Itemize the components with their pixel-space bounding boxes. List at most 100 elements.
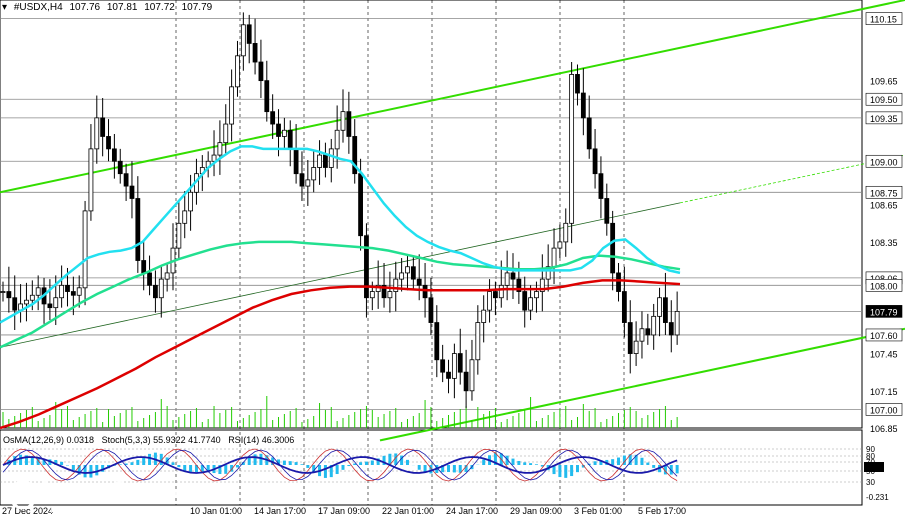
candle-body	[164, 272, 170, 280]
ma-slow-line	[0, 279, 681, 430]
candle-body	[323, 154, 328, 168]
candle-body	[645, 328, 651, 336]
candle-body	[405, 266, 410, 274]
candle-body	[270, 111, 276, 125]
candle-body	[217, 142, 223, 156]
time-tick-label: 17 Jan 09:00	[318, 506, 370, 516]
candle-body	[528, 297, 533, 311]
candle-body	[82, 210, 88, 289]
candle-body	[65, 284, 70, 292]
candle-body	[522, 291, 528, 311]
price-tag-box	[865, 279, 903, 292]
price-tick-label: 109.65	[870, 77, 898, 87]
candle-body	[428, 297, 434, 323]
candle-body	[539, 278, 545, 292]
price-tag-box	[865, 111, 903, 125]
candle-body	[663, 297, 668, 323]
candle-body	[287, 129, 293, 150]
candle-body	[410, 266, 416, 280]
candle-body	[627, 322, 633, 354]
channel-top-line	[0, 0, 905, 194]
candle-body	[610, 222, 616, 274]
candle-body	[106, 136, 111, 150]
candle-body	[440, 359, 446, 373]
price-plot-frame	[0, 0, 863, 429]
candle-body	[451, 353, 457, 379]
candle-body	[88, 148, 94, 212]
candle-body	[299, 173, 305, 187]
candle-body	[117, 160, 123, 175]
candle-body	[188, 191, 193, 212]
time-tick-label: 22 Jan 01:00	[382, 506, 434, 516]
candle-body	[176, 222, 182, 249]
price-tick-label: 106.85	[870, 424, 898, 434]
indicator-tick-label: 80	[866, 452, 875, 461]
candle-body	[475, 322, 481, 361]
candle-body	[487, 291, 492, 311]
time-tick-label: 14 Jan 17:00	[254, 506, 306, 516]
candle-body	[328, 148, 334, 168]
candle-body	[281, 129, 287, 137]
candle-body	[135, 198, 141, 261]
time-tick-label: 27 Dec 2024	[2, 506, 53, 516]
candle-body	[616, 272, 621, 292]
ma-mid-line	[0, 240, 681, 349]
price-tag-box	[865, 185, 903, 199]
candle-body	[580, 92, 586, 119]
candle-body	[211, 154, 217, 162]
price-tick-label: 107.60	[870, 331, 898, 341]
candle-body	[258, 61, 264, 82]
indicator-header: OsMA(12,26,9) 0.0318 Stoch(5,3,3) 55.932…	[3, 435, 299, 445]
symbol-label: #USDX,H4	[13, 2, 63, 13]
candle-body	[557, 241, 563, 249]
candle-body	[12, 297, 18, 311]
price-tick-label: 109.35	[870, 114, 898, 124]
candle-body	[352, 136, 358, 175]
candle-body	[668, 322, 674, 336]
candle-body	[76, 287, 82, 296]
candle-body	[657, 297, 662, 317]
price-tick-label: 108.06	[870, 274, 898, 284]
candle-body	[493, 291, 498, 299]
candle-body	[446, 371, 451, 379]
candle-body	[364, 235, 369, 299]
candle-body	[147, 272, 152, 286]
price-tick-label: 107.15	[870, 387, 898, 397]
price-tag-box	[865, 403, 903, 416]
instaforex-logo-icon	[8, 480, 38, 510]
candle-body	[387, 291, 393, 299]
candle-body	[24, 299, 29, 305]
logo-text: instaforex	[40, 478, 185, 508]
price-tick-label: 107.45	[870, 350, 898, 360]
candle-body	[598, 173, 604, 199]
price-tick-label: 109.00	[870, 157, 898, 167]
price-tick-label: 108.00	[870, 281, 898, 291]
candle-body	[229, 86, 235, 125]
candle-body	[381, 284, 387, 299]
candle-body	[276, 123, 281, 137]
candle-body	[586, 117, 592, 150]
candle-body	[311, 167, 317, 181]
candle-body	[246, 24, 252, 44]
candle-body	[264, 80, 270, 113]
stoch-signal-line	[2, 448, 678, 482]
candle-body	[498, 284, 504, 299]
candle-body	[47, 303, 53, 309]
open-value: 107.76	[69, 2, 101, 13]
candle-body	[70, 291, 76, 296]
ma-fast-line	[0, 145, 681, 324]
candle-body	[434, 322, 440, 361]
candle-body	[0, 291, 6, 293]
candle-body	[293, 148, 299, 175]
candle-body	[575, 74, 580, 94]
candle-body	[639, 328, 645, 342]
candle-body	[153, 284, 158, 299]
candle-body	[469, 359, 475, 392]
candle-body	[141, 260, 147, 274]
candle-body	[563, 222, 569, 243]
candle-body	[516, 278, 522, 292]
candle-body	[463, 371, 469, 392]
rsi-label: RSI(14) 46.3006	[228, 435, 295, 445]
indicator-tick-label: -0.231	[866, 493, 889, 502]
